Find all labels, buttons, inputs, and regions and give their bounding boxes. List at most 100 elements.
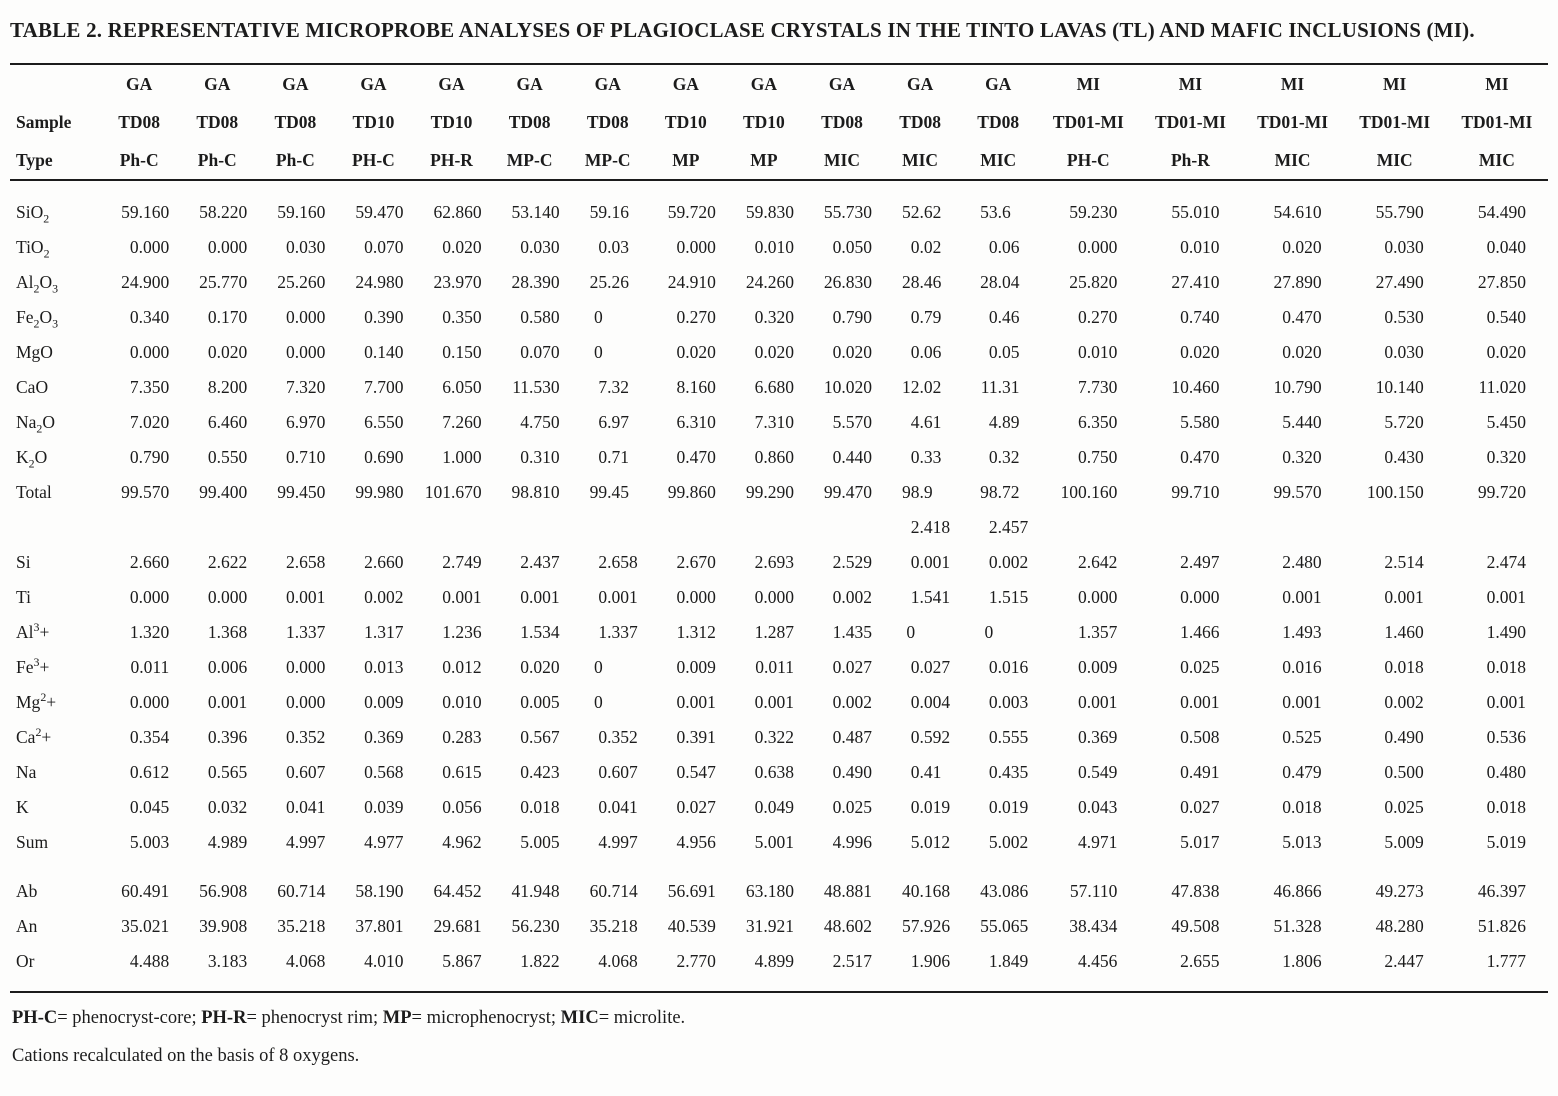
value-cell: 25.26 xyxy=(589,272,630,292)
value-cell: 56.230 xyxy=(511,916,560,936)
value-cell: 5.580 xyxy=(1180,412,1220,432)
value-cell: 6.550 xyxy=(364,412,404,432)
value-cell: 25.260 xyxy=(277,272,326,292)
value-cell: 0.567 xyxy=(520,727,560,747)
value-cell: 0 xyxy=(984,622,994,642)
value-cell: 0.002 xyxy=(1384,692,1424,712)
column-header: MI xyxy=(1076,73,1100,94)
table-row: Ca2+ 0.354 0.396 0.352 0.369 0.283 0.567 0.352 0… xyxy=(10,720,1548,755)
value-cell: 56.908 xyxy=(199,881,248,901)
value-cell: 0.020 xyxy=(520,657,560,677)
value-cell: 0.039 xyxy=(364,797,404,817)
value-cell: 10.790 xyxy=(1273,377,1322,397)
value-cell: 4.010 xyxy=(364,951,404,971)
value-cell: 0.002 xyxy=(364,587,404,607)
value-cell: 0.000 xyxy=(754,587,794,607)
value-cell: 4.997 xyxy=(598,832,638,852)
value-cell: 0.018 xyxy=(1486,657,1526,677)
value-cell: 43.086 xyxy=(980,881,1029,901)
value-cell: 99.720 xyxy=(1477,482,1526,502)
value-cell: 27.890 xyxy=(1273,272,1322,292)
value-cell: 0.710 xyxy=(286,447,326,467)
value-cell: 4.997 xyxy=(286,832,326,852)
value-cell: 1.357 xyxy=(1077,622,1118,642)
value-cell: 54.610 xyxy=(1273,202,1322,222)
value-cell: 0.030 xyxy=(520,237,560,257)
table-row: Fe2O3 0.340 0.170 0.000 0.390 0.350 0.580 0 0.27… xyxy=(10,300,1548,335)
value-cell: 100.160 xyxy=(1060,482,1118,502)
value-cell xyxy=(256,510,334,545)
value-cell: 4.488 xyxy=(129,951,170,971)
value-cell: 2.447 xyxy=(1384,951,1424,971)
row-label xyxy=(10,510,100,545)
value-cell: 1.287 xyxy=(754,622,794,642)
value-cell: 0.018 xyxy=(1282,797,1322,817)
table-section-0: SiO2 59.160 58.220 59.160 59.470 62.860 53.140… xyxy=(10,180,1548,545)
row-label: Mg2+ xyxy=(16,690,57,712)
value-cell: 6.050 xyxy=(442,377,482,397)
table-row: Mg2+ 0.000 0.001 0.000 0.009 0.010 0.005 0 0.001… xyxy=(10,685,1548,720)
value-cell: 2.693 xyxy=(754,552,794,572)
value-cell: 0.000 xyxy=(129,692,170,712)
value-cell: 0.491 xyxy=(1180,762,1220,782)
value-cell: 0.32 xyxy=(988,447,1020,467)
value-cell: 2.749 xyxy=(442,552,482,572)
value-cell: 8.160 xyxy=(676,377,716,397)
value-cell: 31.921 xyxy=(745,916,794,936)
value-cell: 98.72 xyxy=(980,482,1020,502)
value-cell: 0.05 xyxy=(988,342,1020,362)
value-cell: 48.602 xyxy=(823,916,873,936)
value-cell: 46.397 xyxy=(1477,881,1526,901)
value-cell xyxy=(803,510,881,545)
column-header: MI xyxy=(1178,73,1203,94)
table-row: Total 99.570 99.400 99.450 99.980 101.670 98.8… xyxy=(10,475,1548,510)
value-cell: 0 xyxy=(594,657,603,677)
value-cell: 0.555 xyxy=(988,727,1029,747)
table-row: Na2O 7.020 6.460 6.970 6.550 7.260 4.750 6.97 6.… xyxy=(10,405,1548,440)
value-cell: 59.160 xyxy=(277,202,326,222)
value-cell: 0.352 xyxy=(286,727,326,747)
value-cell: 38.434 xyxy=(1069,916,1118,936)
value-cell: 4.61 xyxy=(910,412,942,432)
column-header: GA xyxy=(204,73,231,94)
value-cell: 35.218 xyxy=(589,916,638,936)
value-cell: 46.866 xyxy=(1273,881,1322,901)
table-row: Al3+ 1.320 1.368 1.337 1.317 1.236 1.534 1.337 1… xyxy=(10,615,1548,650)
value-cell: 0.011 xyxy=(755,657,794,677)
value-cell: 58.220 xyxy=(199,202,248,222)
value-cell: 0.041 xyxy=(286,797,326,817)
value-cell: 0.565 xyxy=(207,762,248,782)
column-header: TD08 xyxy=(586,111,629,132)
value-cell: 0.009 xyxy=(1077,657,1118,677)
value-cell: 5.002 xyxy=(988,832,1029,852)
value-cell: 0.592 xyxy=(910,727,951,747)
column-header: TD10 xyxy=(430,111,473,132)
value-cell: 99.980 xyxy=(355,482,404,502)
value-cell xyxy=(725,510,803,545)
value-cell: 1.541 xyxy=(910,587,951,607)
table-row: K 0.045 0.032 0.041 0.039 0.056 0.018 0.041 0.02… xyxy=(10,790,1548,825)
column-header: GA xyxy=(594,73,621,94)
value-cell: 48.881 xyxy=(823,881,873,901)
value-cell: 0.020 xyxy=(754,342,794,362)
value-cell: 1.906 xyxy=(910,951,951,971)
value-cell: 101.670 xyxy=(424,482,482,502)
value-cell: 0.001 xyxy=(286,587,326,607)
value-cell: 57.110 xyxy=(1069,881,1118,901)
row-label xyxy=(10,64,100,103)
value-cell: 0.049 xyxy=(754,797,794,817)
value-cell xyxy=(491,510,569,545)
value-cell: 0.270 xyxy=(1077,307,1118,327)
value-cell: 28.04 xyxy=(980,272,1020,292)
value-cell: 0.030 xyxy=(286,237,326,257)
footnote-abbreviations: PH-C= phenocryst-core; PH-R= phenocryst … xyxy=(12,1008,686,1028)
value-cell: 0.390 xyxy=(364,307,404,327)
column-header: PH-C xyxy=(1066,149,1110,170)
column-header: TD08 xyxy=(899,111,941,132)
value-cell: 98.810 xyxy=(511,482,560,502)
value-cell: 7.350 xyxy=(129,377,170,397)
value-cell: 0.490 xyxy=(1384,727,1424,747)
value-cell: 99.570 xyxy=(1273,482,1322,502)
value-cell: 1.460 xyxy=(1384,622,1424,642)
value-cell: 4.899 xyxy=(754,951,794,971)
